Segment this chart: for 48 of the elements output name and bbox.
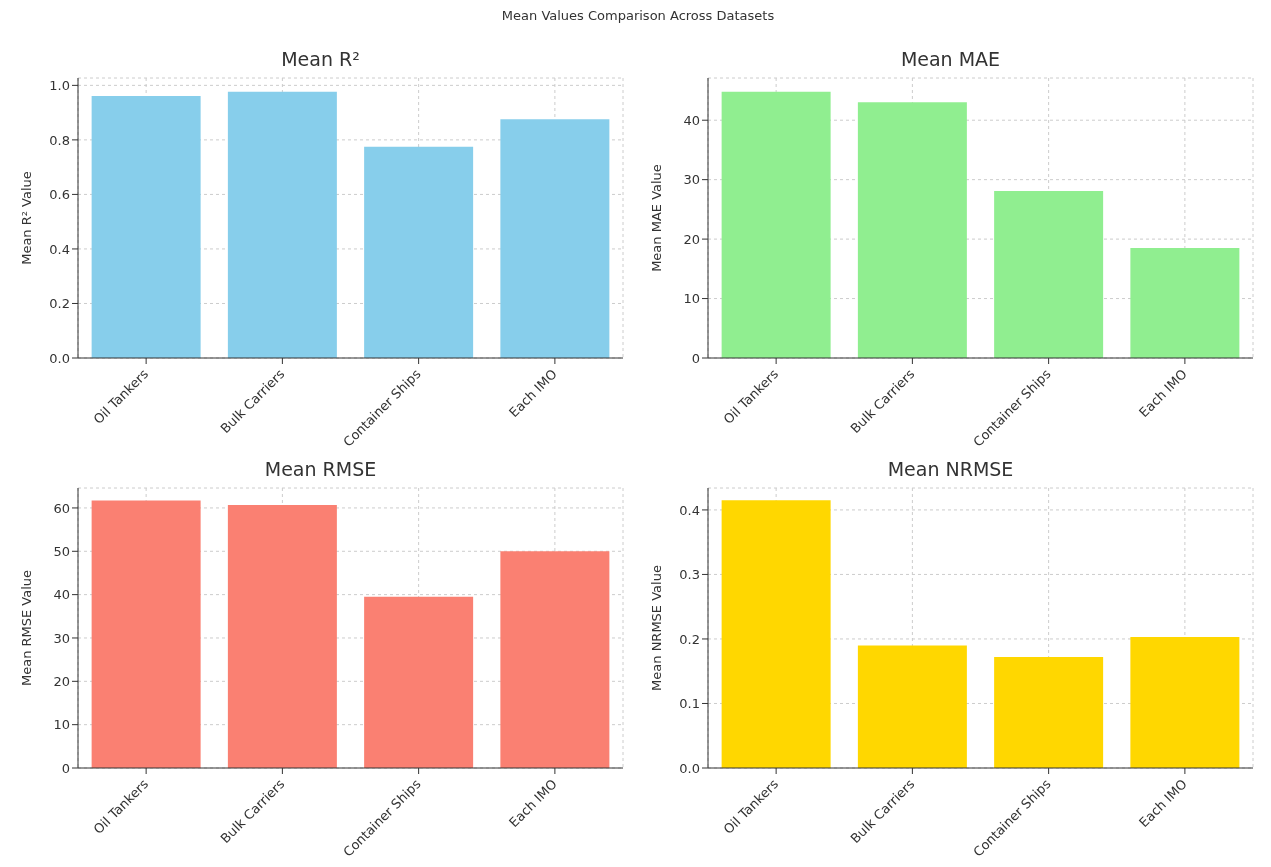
bar — [721, 500, 831, 768]
y-tick-label: 0.6 — [49, 187, 70, 203]
y-tick-label: 0.4 — [679, 502, 700, 518]
y-tick-label: 20 — [683, 231, 700, 247]
bar — [1130, 248, 1240, 358]
bar — [1130, 637, 1240, 768]
bar — [364, 596, 474, 768]
bar — [500, 119, 610, 358]
y-tick-label: 1.0 — [49, 77, 70, 93]
bar — [994, 657, 1104, 768]
bar — [857, 102, 967, 358]
chart-title: Mean RMSE — [263, 458, 378, 482]
chart-title: Mean NRMSE — [886, 458, 1015, 482]
chart-title: Mean R² — [280, 48, 361, 72]
text: Mean Values Comparison Across Datasets — [500, 8, 776, 23]
y-tick-label: 0.3 — [679, 567, 700, 583]
bar — [91, 500, 201, 768]
y-tick-label: 30 — [683, 172, 700, 188]
bar — [227, 504, 337, 768]
y-tick-label: 0.8 — [49, 132, 70, 148]
y-tick-label: 0.1 — [679, 696, 700, 712]
y-tick-label: 30 — [53, 630, 70, 646]
y-axis-title: Mean R² Value — [18, 171, 34, 265]
y-tick-label: 60 — [53, 500, 70, 516]
bar — [721, 91, 831, 358]
y-tick-label: 0.4 — [49, 241, 70, 257]
y-tick-label: 40 — [53, 587, 70, 603]
y-tick-label: 0.0 — [49, 350, 70, 366]
y-tick-label: 0.0 — [679, 760, 700, 776]
y-axis-title: Mean NRMSE Value — [648, 565, 664, 691]
bar — [857, 645, 967, 768]
y-tick-label: 10 — [53, 717, 70, 733]
bar — [91, 95, 201, 358]
y-tick-label: 50 — [53, 543, 70, 559]
y-tick-label: 0.2 — [679, 631, 700, 647]
y-tick-label: 10 — [683, 291, 700, 307]
y-axis-title: Mean RMSE Value — [18, 569, 34, 687]
y-axis-title: Mean MAE Value — [648, 164, 664, 272]
y-tick-label: 0.2 — [49, 296, 70, 312]
y-tick-label: 20 — [53, 673, 70, 689]
y-tick-label: 40 — [683, 112, 700, 128]
bar — [994, 190, 1104, 358]
y-tick-label: 0 — [691, 350, 700, 366]
bar — [364, 146, 474, 358]
chart-title: Mean MAE — [899, 48, 1002, 72]
bar — [500, 551, 610, 768]
bar — [227, 91, 337, 358]
y-tick-label: 0 — [61, 760, 70, 776]
